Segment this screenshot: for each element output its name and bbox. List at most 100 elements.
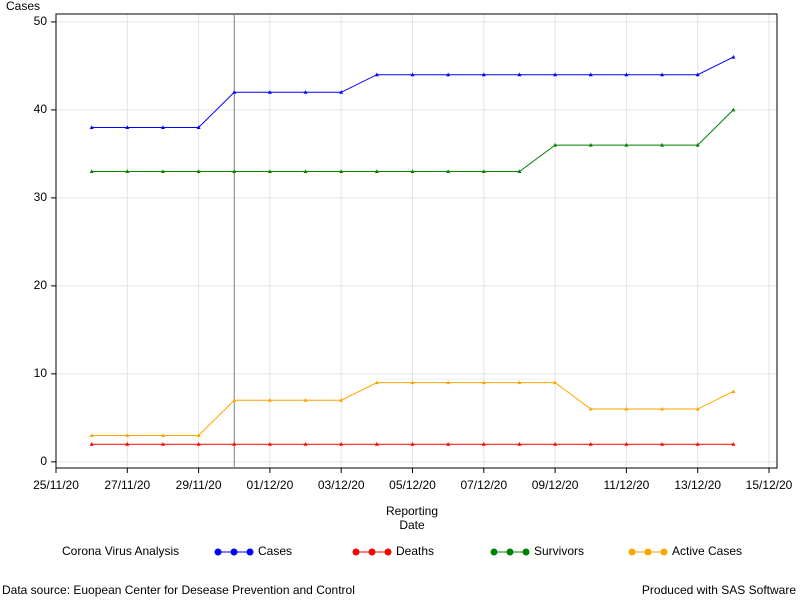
data-point: [517, 442, 522, 446]
data-point: [624, 442, 629, 446]
data-point: [232, 442, 237, 446]
data-point: [196, 442, 201, 446]
legend-marker: [644, 548, 652, 556]
x-tick-label: 27/11/20: [104, 478, 150, 492]
data-point: [695, 442, 700, 446]
data-point: [446, 72, 451, 77]
data-point: [303, 90, 308, 94]
legend-label: Active Cases: [672, 544, 742, 558]
data-point: [303, 398, 308, 402]
data-point: [125, 442, 130, 446]
y-tick-label: 0: [40, 454, 47, 468]
data-point: [410, 442, 415, 446]
data-point: [446, 380, 451, 385]
legend-label: Cases: [258, 544, 292, 558]
x-tick-label: 01/12/20: [247, 478, 294, 492]
data-point: [731, 107, 736, 112]
data-point: [267, 169, 272, 173]
data-point: [160, 169, 165, 173]
data-point: [588, 142, 593, 147]
data-point: [267, 90, 272, 94]
data-point: [89, 433, 94, 437]
data-point: [267, 398, 272, 402]
footnote: Produced with SAS Software: [642, 583, 796, 597]
data-point: [374, 169, 379, 173]
data-point: [303, 442, 308, 446]
data-point: [695, 142, 700, 147]
x-axis-label: Reporting: [386, 504, 438, 518]
y-tick-label: 10: [34, 366, 48, 380]
data-point: [339, 442, 344, 446]
x-tick-label: 11/12/20: [603, 478, 649, 492]
data-point: [410, 72, 415, 77]
data-point: [695, 406, 700, 411]
x-tick-label: 25/11/20: [33, 478, 79, 492]
data-point: [339, 169, 344, 173]
data-point: [624, 406, 629, 411]
data-point: [125, 169, 130, 173]
data-point: [232, 90, 237, 94]
data-point: [196, 433, 201, 437]
y-tick-label: 20: [34, 278, 48, 292]
data-point: [517, 380, 522, 385]
legend-marker: [506, 548, 514, 556]
data-point: [481, 380, 486, 385]
data-point: [660, 406, 665, 411]
data-point: [695, 72, 700, 77]
x-tick-label: 13/12/20: [674, 478, 721, 492]
data-point: [553, 442, 558, 446]
data-point: [89, 125, 94, 129]
legend-marker: [230, 548, 238, 556]
data-point: [303, 169, 308, 173]
data-point: [517, 169, 522, 173]
data-point: [553, 142, 558, 147]
legend-marker: [522, 548, 530, 556]
legend-marker: [352, 548, 360, 556]
x-tick-label: 09/12/20: [532, 478, 579, 492]
y-tick-label: 50: [34, 14, 48, 28]
data-point: [588, 442, 593, 446]
x-tick-label: 05/12/20: [389, 478, 436, 492]
data-point: [731, 389, 736, 393]
data-point: [267, 442, 272, 446]
y-tick-label: 40: [34, 102, 48, 116]
data-point: [232, 398, 237, 402]
data-point: [731, 442, 736, 446]
data-point: [517, 72, 522, 77]
footnote: Data source: Euopean Center for Desease …: [2, 583, 355, 597]
legend-marker: [214, 548, 222, 556]
legend-marker: [368, 548, 376, 556]
data-point: [89, 169, 94, 173]
data-point: [160, 125, 165, 129]
legend-label: Deaths: [396, 544, 434, 558]
data-point: [374, 442, 379, 446]
x-tick-label: 07/12/20: [460, 478, 507, 492]
legend-marker: [490, 548, 498, 556]
plot-frame: [55, 13, 778, 469]
data-point: [446, 169, 451, 173]
data-point: [446, 442, 451, 446]
data-point: [624, 72, 629, 77]
data-point: [481, 72, 486, 77]
data-point: [160, 442, 165, 446]
x-tick-label: 03/12/20: [318, 478, 365, 492]
data-point: [553, 380, 558, 385]
legend-marker: [660, 548, 668, 556]
x-axis-label: Date: [399, 518, 425, 532]
legend-marker: [628, 548, 636, 556]
data-point: [125, 433, 130, 437]
data-point: [125, 125, 130, 129]
data-point: [232, 169, 237, 173]
data-point: [660, 142, 665, 147]
y-tick-label: 30: [34, 190, 48, 204]
x-tick-label: 29/11/20: [176, 478, 222, 492]
data-point: [196, 169, 201, 173]
data-point: [660, 442, 665, 446]
data-point: [196, 125, 201, 129]
data-point: [374, 72, 379, 77]
legend-label: Survivors: [534, 544, 584, 558]
legend-marker: [246, 548, 254, 556]
x-tick-label: 15/12/20: [746, 478, 793, 492]
data-point: [160, 433, 165, 437]
